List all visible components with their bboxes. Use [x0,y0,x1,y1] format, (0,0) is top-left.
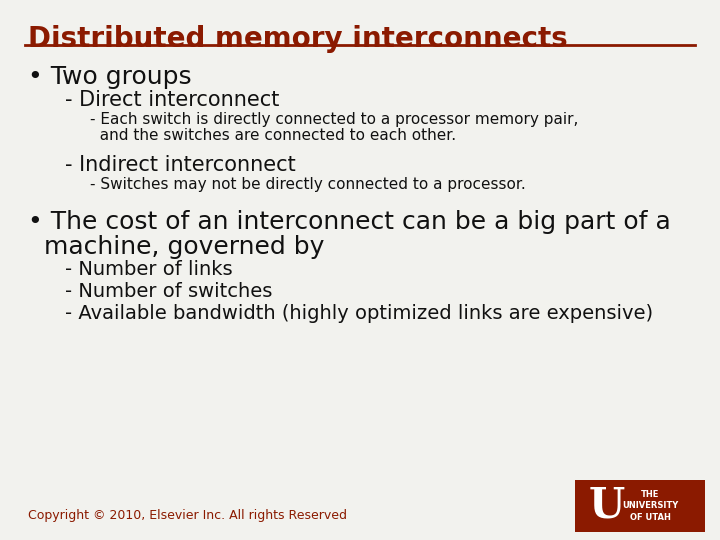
Bar [575,480,705,532]
Text: and the switches are connected to each other.: and the switches are connected to each o… [90,128,456,143]
Text: UNIVERSITY: UNIVERSITY [622,502,678,510]
Text: machine, governed by: machine, governed by [28,235,325,259]
Text: THE: THE [641,490,660,499]
Text: - Direct interconnect: - Direct interconnect [65,90,279,110]
Text: - Number of links: - Number of links [65,260,233,279]
Text: Copyright © 2010, Elsevier Inc. All rights Reserved: Copyright © 2010, Elsevier Inc. All righ… [28,509,347,522]
Text: U: U [589,485,625,527]
Text: - Switches may not be directly connected to a processor.: - Switches may not be directly connected… [90,177,526,192]
Bar [596,510,618,524]
Text: - Each switch is directly connected to a processor memory pair,: - Each switch is directly connected to a… [90,112,578,127]
Text: • Two groups: • Two groups [28,65,192,89]
Text: - Available bandwidth (highly optimized links are expensive): - Available bandwidth (highly optimized … [65,304,653,323]
Text: - Number of switches: - Number of switches [65,282,272,301]
Text: - Indirect interconnect: - Indirect interconnect [65,155,296,175]
Text: OF UTAH: OF UTAH [629,513,670,522]
Text: Distributed memory interconnects: Distributed memory interconnects [28,25,568,53]
Text: • The cost of an interconnect can be a big part of a: • The cost of an interconnect can be a b… [28,210,671,234]
